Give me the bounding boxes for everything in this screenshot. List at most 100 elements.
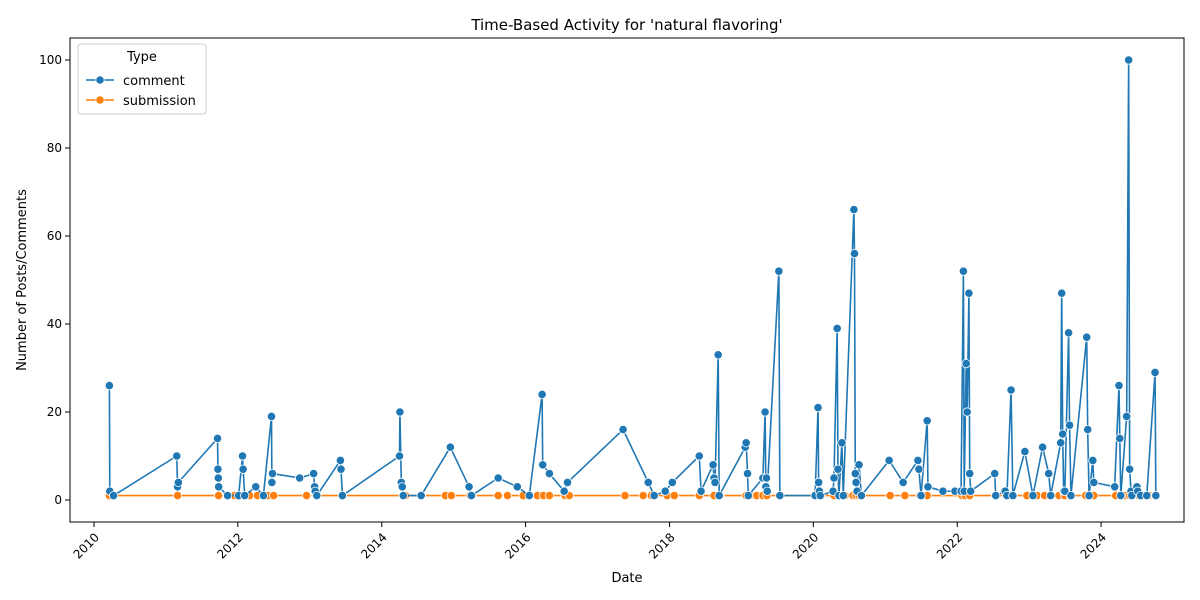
data-point-comment xyxy=(395,407,405,417)
y-tick-label: 80 xyxy=(47,141,62,155)
data-point-comment xyxy=(214,482,224,492)
data-point-comment xyxy=(916,490,926,501)
data-point-comment xyxy=(524,490,534,501)
data-point-comment xyxy=(1124,55,1134,65)
data-point-comment xyxy=(1046,490,1056,501)
data-point-comment xyxy=(913,455,923,465)
data-point-comment xyxy=(538,460,548,470)
data-point-comment xyxy=(1037,442,1048,452)
data-point-comment xyxy=(962,407,972,417)
legend-marker-submission xyxy=(95,95,105,105)
data-point-comment xyxy=(966,486,976,496)
data-point-submission xyxy=(885,490,895,501)
data-point-comment xyxy=(884,455,894,465)
data-point-comment xyxy=(762,486,772,496)
data-point-comment xyxy=(1125,464,1135,474)
data-point-comment xyxy=(856,490,866,501)
data-point-submission xyxy=(446,490,456,501)
data-point-submission xyxy=(493,490,503,501)
data-point-comment xyxy=(213,464,223,474)
y-axis: 0 20 40 60 80 100 xyxy=(39,53,70,507)
data-point-comment xyxy=(397,482,407,492)
data-point-comment xyxy=(775,490,785,501)
data-point-comment xyxy=(466,490,476,501)
data-point-comment xyxy=(838,490,848,501)
data-point-comment xyxy=(464,482,474,492)
data-point-comment xyxy=(398,490,408,501)
y-tick-label: 20 xyxy=(47,405,62,419)
data-point-comment xyxy=(173,477,183,487)
y-tick-label: 60 xyxy=(47,229,62,243)
data-point-submission xyxy=(502,490,513,501)
data-point-comment xyxy=(1083,424,1093,435)
data-point-comment xyxy=(394,451,405,461)
data-point-comment xyxy=(237,451,248,461)
chart-title: Time-Based Activity for 'natural flavori… xyxy=(470,16,782,34)
data-point-comment xyxy=(815,490,825,501)
data-point-submission xyxy=(620,490,630,501)
data-point-submission xyxy=(638,490,648,501)
data-point-submission xyxy=(172,490,183,501)
legend-entries: comment submission xyxy=(86,74,196,109)
data-point-comment xyxy=(851,477,861,487)
plot-frame xyxy=(69,37,1185,523)
data-point-comment xyxy=(761,473,772,483)
data-point-comment xyxy=(991,490,1001,501)
legend-box xyxy=(77,43,207,115)
data-point-comment xyxy=(990,468,1000,479)
data-point-comment xyxy=(1060,486,1070,496)
data-point-comment xyxy=(854,460,864,470)
data-point-comment xyxy=(1142,490,1152,501)
data-point-comment xyxy=(923,482,933,492)
data-point-comment xyxy=(1057,288,1067,298)
data-point-comment xyxy=(251,482,261,492)
data-point-comment xyxy=(562,477,573,487)
data-point-submission xyxy=(900,490,910,501)
data-point-comment xyxy=(104,380,114,391)
y-tick-label: 0 xyxy=(54,493,62,507)
y-axis-title: Number of Posts/Comments xyxy=(15,189,30,371)
data-point-comment xyxy=(258,490,269,501)
data-point-comment xyxy=(1110,482,1120,492)
legend-title: Type xyxy=(126,50,157,65)
data-point-comment xyxy=(1116,490,1126,501)
legend-label-submission: submission xyxy=(123,94,196,109)
data-point-comment xyxy=(213,473,223,483)
data-point-submission xyxy=(213,490,224,501)
data-point-comment xyxy=(1084,490,1094,501)
data-point-comment xyxy=(266,411,277,421)
data-point-comment xyxy=(1151,490,1161,501)
data-point-comment xyxy=(212,433,223,443)
data-point-comment xyxy=(849,205,859,215)
data-point-comment xyxy=(1020,446,1030,457)
data-point-comment xyxy=(837,438,847,448)
data-point-comment xyxy=(336,464,346,474)
data-point-comment xyxy=(1066,490,1076,501)
data-point-comment xyxy=(660,486,670,496)
data-point-comment xyxy=(445,442,455,452)
data-point-comment xyxy=(335,455,346,465)
data-point-comment xyxy=(710,477,720,487)
data-point-comment xyxy=(743,490,753,501)
data-point-comment xyxy=(961,358,971,369)
data-point-comment xyxy=(760,407,770,417)
data-point-comment xyxy=(774,266,784,276)
data-point-comment xyxy=(618,424,628,435)
data-point-comment xyxy=(849,249,860,259)
data-point-comment xyxy=(708,460,718,470)
data-point-comment xyxy=(544,468,555,479)
data-point-comment xyxy=(850,468,860,479)
data-point-comment xyxy=(337,490,347,501)
data-point-comment xyxy=(1058,429,1068,439)
data-point-comment xyxy=(833,464,843,474)
data-point-comment xyxy=(267,477,277,487)
data-point-comment xyxy=(1056,438,1066,448)
data-point-comment xyxy=(922,416,932,426)
data-point-comment xyxy=(240,490,250,501)
data-point-comment xyxy=(914,464,924,474)
series-layer xyxy=(104,55,1161,501)
data-point-comment xyxy=(416,490,426,501)
data-point-comment xyxy=(1082,332,1092,342)
data-point-comment xyxy=(965,468,975,479)
